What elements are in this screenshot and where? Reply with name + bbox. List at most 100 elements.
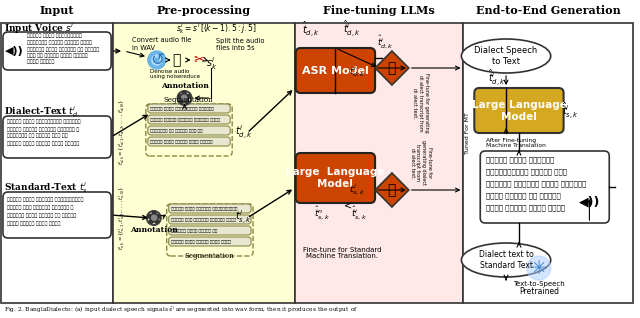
- Text: $t^i_{s,k}=\{t^i_{s,1},t^i_{s,2},...,t^i_{s,N}\}$: $t^i_{s,k}=\{t^i_{s,1},t^i_{s,2},...,t^i…: [117, 186, 127, 250]
- Text: সূর্য। গরেস অতিষ্ট হই গোপাল: সূর্য। গরেস অতিষ্ট হই গোপাল: [27, 46, 99, 52]
- Text: $t^i_{d,k}$: $t^i_{d,k}$: [235, 124, 253, 142]
- Text: নিচে বিছাম লইতে বসল।: নিচে বিছাম লইতে বসল।: [7, 220, 60, 225]
- Text: গলনগলে সূর্য। গরেস অতিষ্ট: গলনগলে সূর্য। গরেস অতিষ্ট: [486, 181, 586, 187]
- Text: 🔥: 🔥: [388, 183, 396, 197]
- Text: $\hat{t}_{d,k}$: $\hat{t}_{d,k}$: [301, 19, 319, 39]
- Text: 🔥: 🔥: [388, 61, 396, 75]
- Text: Dialect Speech
to Text: Dialect Speech to Text: [474, 46, 538, 66]
- Text: মাথার ওপর গলনগলে সূর্য। গ: মাথার ওপর গলনগলে সূর্য। গ: [7, 204, 74, 210]
- FancyBboxPatch shape: [169, 215, 251, 224]
- Text: $t^i_{d,k}$: $t^i_{d,k}$: [349, 65, 365, 80]
- Text: Pre-processing: Pre-processing: [156, 4, 250, 16]
- Text: End-to-End Generation: End-to-End Generation: [476, 4, 621, 16]
- Text: Segmentation: Segmentation: [184, 252, 234, 260]
- Text: ASR Model: ASR Model: [302, 66, 369, 76]
- Text: Annotation: Annotation: [161, 82, 209, 90]
- Text: Large  Language
Model: Large Language Model: [286, 167, 385, 189]
- Circle shape: [148, 51, 166, 69]
- FancyBboxPatch shape: [3, 32, 111, 70]
- Text: মাথার উচায় গলনগলে সূর্য। গ: মাথার উচায় গলনগলে সূর্য। গ: [7, 127, 79, 132]
- Text: গোপাল ভীড় যাচ্ছে ষ্বরবাড়ি।: গোপাল ভীড় যাচ্ছে ষ্বরবাড়ি।: [171, 207, 237, 211]
- Text: অতিষ্টু হই গোপাল ভার এক: অতিষ্টু হই গোপাল ভার এক: [150, 129, 202, 133]
- FancyBboxPatch shape: [146, 104, 232, 156]
- Text: Dialect-Text $t^i_d$: Dialect-Text $t^i_d$: [4, 105, 78, 120]
- FancyBboxPatch shape: [148, 104, 230, 113]
- FancyBboxPatch shape: [3, 192, 111, 238]
- FancyBboxPatch shape: [148, 115, 230, 124]
- Text: ✳: ✳: [531, 259, 547, 278]
- Text: $t^i_{d,k}=\{t^i_{d,1},t^i_{d,2},...,t^i_{d,N}\}$: $t^i_{d,k}=\{t^i_{d,1},t^i_{d,2},...,t^i…: [117, 99, 127, 165]
- FancyBboxPatch shape: [474, 88, 564, 133]
- Text: ভার এক গাচের নিচে বিছাম: ভার এক গাচের নিচে বিছাম: [27, 53, 88, 58]
- Bar: [294, 23, 463, 303]
- Text: $t^i_{s,k}$: $t^i_{s,k}$: [349, 183, 365, 197]
- FancyBboxPatch shape: [296, 48, 375, 93]
- Text: Pretrained: Pretrained: [519, 287, 559, 296]
- Text: মাথার ওপর গলনগলে সূর্য। গরেস: মাথার ওপর গলনগলে সূর্য। গরেস: [171, 218, 236, 222]
- FancyBboxPatch shape: [169, 204, 251, 213]
- Text: Segmentation: Segmentation: [164, 96, 213, 104]
- Text: অতিষ্ট হয়ে গোপাল এক গাচের: অতিষ্ট হয়ে গোপাল এক গাচের: [7, 212, 76, 218]
- Text: Fig. 2. BanglaDialecto: (a) input dialect speech signals $\hat{s}^i$ are segment: Fig. 2. BanglaDialecto: (a) input dialec…: [4, 305, 358, 315]
- Text: $\hat{t}^i_{s,k}$: $\hat{t}^i_{s,k}$: [351, 204, 367, 221]
- Text: Large Language
Model: Large Language Model: [472, 100, 566, 122]
- Text: গাচের নিচে বিছাম লইতে বইসে।: গাচের নিচে বিছাম লইতে বইসে।: [7, 141, 79, 146]
- Text: নিচে বিছাম লইতে বসল।: নিচে বিছাম লইতে বসল।: [486, 205, 565, 211]
- Bar: [113, 23, 294, 303]
- Text: $\hat{t}^i_{d,k}$: $\hat{t}^i_{d,k}$: [376, 34, 394, 51]
- Text: ✿: ✿: [146, 209, 162, 227]
- Text: অতিষ্টু হই গোপাল ভার এক: অতিষ্টু হই গোপাল ভার এক: [7, 134, 68, 139]
- FancyBboxPatch shape: [169, 237, 251, 246]
- Text: $\hat{t}^n_{s,k}$: $\hat{t}^n_{s,k}$: [314, 204, 330, 221]
- Text: গোপাল ভীড় ষ্বরবাড়ি: গোপাল ভীড় ষ্বরবাড়ি: [27, 33, 81, 38]
- Text: গোপাল ভীড় যাচ্ছে ষ্বরবাড়ি।: গোপাল ভীড় যাচ্ছে ষ্বরবাড়ি।: [7, 197, 83, 202]
- FancyBboxPatch shape: [296, 153, 375, 203]
- Text: গোপাল ভীড় ষ্বরবাড়ি যাহের।: গোপাল ভীড় ষ্বরবাড়ি যাহের।: [7, 120, 81, 125]
- Text: $<$: $<$: [342, 201, 353, 211]
- Text: $\hat{t}^i_{d,k}$: $\hat{t}^i_{d,k}$: [343, 19, 361, 39]
- Text: Input Voice $s^i$: Input Voice $s^i$: [4, 22, 74, 36]
- Text: Fine-tune for Standard
Machine Translation.: Fine-tune for Standard Machine Translati…: [303, 246, 381, 259]
- Text: ↺: ↺: [150, 51, 164, 69]
- Text: ✿: ✿: [177, 88, 193, 107]
- Text: ◀)): ◀)): [579, 196, 600, 209]
- FancyBboxPatch shape: [148, 137, 230, 146]
- Text: Annotation: Annotation: [130, 226, 178, 234]
- Text: গাচের নিচে বিছাম লইতে বইসে।: গাচের নিচে বিছাম লইতে বইসে।: [150, 140, 212, 144]
- Text: গোপাল ভীড় যাচ্ছে: গোপাল ভীড় যাচ্ছে: [486, 157, 554, 163]
- Text: গোপাল ভীড় ষ্বরবাড়ি যাহের।: গোপাল ভীড় ষ্বরবাড়ি যাহের।: [150, 107, 214, 111]
- Polygon shape: [375, 173, 409, 207]
- Bar: [463, 23, 633, 303]
- Text: $s^i_k$: $s^i_k$: [205, 56, 217, 73]
- Text: Tuned For MT: Tuned For MT: [465, 112, 470, 154]
- Text: মাথার উচায় গলনগলে সূর্য। গরেস: মাথার উচায় গলনগলে সূর্য। গরেস: [150, 118, 220, 122]
- Circle shape: [152, 55, 162, 65]
- Text: লইতে বইসে।: লইতে বইসে।: [27, 59, 54, 65]
- Polygon shape: [375, 51, 409, 85]
- Circle shape: [527, 256, 550, 280]
- Text: $s^i_k = s^i\,[(k-1).5 : j.5]$: $s^i_k = s^i\,[(k-1).5 : j.5]$: [176, 22, 257, 37]
- Text: Standard-Text $t^i_s$: Standard-Text $t^i_s$: [4, 181, 88, 196]
- Text: Fine-tuning LLMs: Fine-tuning LLMs: [323, 4, 435, 16]
- FancyBboxPatch shape: [148, 126, 230, 135]
- Text: Denoise audio
using noisereduce: Denoise audio using noisereduce: [150, 69, 200, 80]
- Text: $\hat{t}^i_{d,k}$: $\hat{t}^i_{d,k}$: [488, 68, 506, 88]
- Ellipse shape: [461, 243, 550, 277]
- Text: গাচের নিচে বিছাম লইতে বসল।: গাচের নিচে বিছাম লইতে বসল।: [171, 240, 230, 244]
- FancyBboxPatch shape: [169, 226, 251, 235]
- Text: ◀)): ◀)): [4, 46, 23, 56]
- Text: Fine-tune for
generating dialect
transcript from
di alect text.: Fine-tune for generating dialect transcr…: [410, 141, 432, 185]
- Text: $\hat{t}^i_{s,k}$: $\hat{t}^i_{s,k}$: [562, 101, 579, 121]
- Ellipse shape: [461, 39, 550, 73]
- Circle shape: [155, 58, 159, 62]
- Text: Convert audio file
in WAV: Convert audio file in WAV: [132, 38, 191, 51]
- FancyBboxPatch shape: [3, 116, 111, 158]
- Text: 📣: 📣: [172, 53, 181, 67]
- Text: Input: Input: [39, 4, 74, 16]
- Text: ✂: ✂: [194, 53, 205, 67]
- Text: যাহেরা। মাথার উচায় গলনে: যাহেরা। মাথার উচায় গলনে: [27, 40, 92, 45]
- FancyBboxPatch shape: [166, 204, 253, 256]
- Text: ষ্বরবাড়ি। মাথার ওপর: ষ্বরবাড়ি। মাথার ওপর: [486, 169, 567, 175]
- FancyBboxPatch shape: [480, 151, 609, 223]
- Circle shape: [150, 214, 158, 222]
